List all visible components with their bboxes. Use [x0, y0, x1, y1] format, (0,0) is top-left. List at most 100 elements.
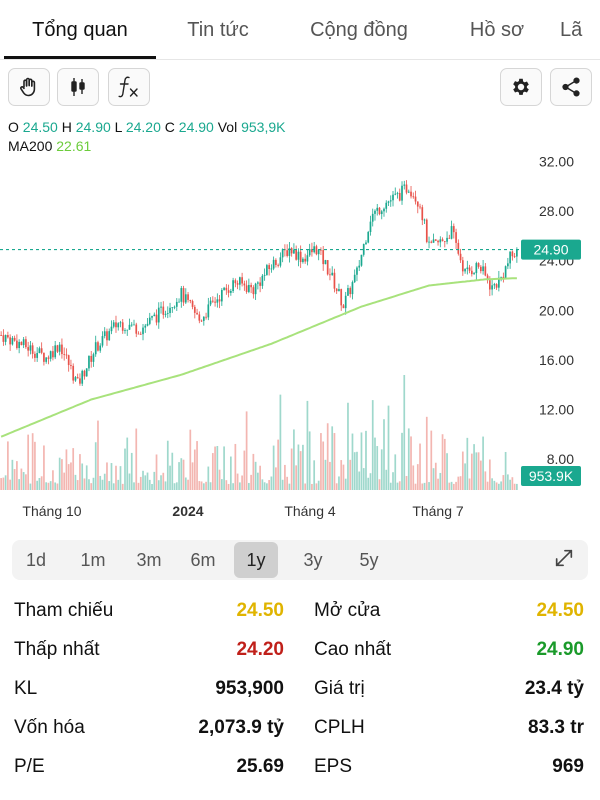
volume-bar	[162, 472, 165, 490]
current-price-label: 24.90	[533, 242, 568, 258]
volume-bar	[40, 476, 43, 490]
open-price-value: 24.50	[536, 600, 584, 621]
volume-bar	[52, 470, 54, 490]
candle-body	[187, 294, 189, 300]
range-3y[interactable]: 3y	[303, 549, 323, 570]
indicators-button[interactable]	[108, 68, 150, 106]
volume-bar	[63, 472, 66, 490]
volume-bar	[491, 478, 493, 490]
settings-button[interactable]	[500, 68, 542, 106]
volume-bar	[394, 454, 397, 490]
volume-bar	[313, 460, 316, 490]
volume-bar	[31, 433, 34, 490]
trade-value-label: Giá trị	[314, 678, 365, 699]
volume-bar	[130, 452, 133, 490]
candle-body	[85, 368, 88, 377]
volume-bar	[284, 464, 286, 490]
candle-body	[493, 284, 496, 286]
volume-bar	[45, 482, 48, 490]
volume-bar	[342, 464, 345, 490]
volume-bar	[61, 459, 63, 490]
candle-body	[425, 219, 428, 242]
range-1m[interactable]: 1m	[80, 549, 106, 570]
volume-bar	[7, 441, 9, 490]
candle-body	[432, 239, 435, 243]
pe-value: 25.69	[236, 756, 284, 777]
candle-body	[473, 273, 475, 275]
candle-body	[144, 325, 147, 328]
volume-bar	[97, 420, 99, 490]
tab-community[interactable]: Cộng đồng	[310, 18, 408, 41]
volume-bar	[329, 461, 331, 490]
range-5y[interactable]: 5y	[359, 549, 379, 570]
volume-bar	[223, 446, 225, 490]
candle-body	[117, 323, 120, 328]
volume-bar	[475, 452, 478, 490]
tab-profile[interactable]: Hồ sơ	[469, 18, 525, 41]
fullscreen-button[interactable]	[550, 546, 578, 574]
volume-bar	[4, 475, 7, 490]
candle-body	[437, 240, 439, 243]
volume-bar	[320, 433, 322, 490]
candle-body	[214, 301, 216, 303]
candle-body	[306, 255, 309, 262]
candle-body	[45, 357, 48, 362]
volume-bar	[128, 473, 131, 490]
candle-body	[277, 264, 279, 266]
candle-body	[416, 201, 419, 207]
candle-body	[428, 241, 430, 243]
volume-bar	[261, 479, 264, 490]
volume-bar	[272, 445, 275, 490]
candle-body	[275, 259, 277, 265]
candle-body	[4, 335, 7, 342]
tab-overview[interactable]: Tổng quan	[32, 18, 128, 41]
candle-body	[126, 329, 129, 331]
volume-bar	[450, 481, 453, 490]
volume-bar	[455, 481, 457, 490]
tab-more[interactable]: Lã	[560, 18, 583, 41]
volume-bar	[461, 451, 464, 490]
volume-bar	[360, 432, 363, 490]
volume-bar	[340, 460, 343, 490]
volume-bar	[335, 483, 338, 490]
volume-bar	[326, 423, 329, 490]
candle-body	[88, 355, 90, 369]
volume-bar	[396, 482, 399, 490]
range-6m[interactable]: 6m	[190, 549, 216, 570]
volume-bar	[509, 479, 511, 490]
candle-body	[133, 324, 135, 326]
volume-bar	[153, 471, 156, 490]
chart-type-button[interactable]	[57, 68, 99, 106]
candle-body	[52, 351, 54, 358]
volume-bar	[333, 433, 336, 490]
candle-body	[13, 337, 16, 341]
range-1y[interactable]: 1y	[234, 542, 278, 578]
volume-bar	[103, 473, 106, 490]
volume-badge: 953.9K	[521, 466, 581, 486]
candle-body	[317, 249, 320, 255]
hand-tool-button[interactable]	[8, 68, 50, 106]
candle-body	[293, 249, 295, 254]
volume-bar	[99, 475, 102, 490]
candle-body	[266, 265, 268, 275]
volume-bar	[374, 437, 376, 490]
volume-stat-label: KL	[14, 678, 38, 699]
candle-body	[398, 192, 401, 201]
volume-bar	[331, 426, 334, 490]
candle-body	[191, 301, 194, 307]
candle-body	[83, 370, 86, 377]
candle-body	[110, 326, 113, 332]
range-3m[interactable]: 3m	[136, 549, 162, 570]
ohlc-readout: O 24.50 H 24.90 L 24.20 C 24.90 Vol 953,…	[8, 119, 285, 135]
share-button[interactable]	[550, 68, 592, 106]
range-1d[interactable]: 1d	[25, 549, 47, 570]
volume-bar	[27, 434, 30, 490]
volume-bar	[347, 402, 349, 490]
volume-bar	[403, 375, 406, 490]
candle-body	[401, 185, 403, 201]
volume-bar	[502, 475, 505, 490]
tab-news[interactable]: Tin tức	[187, 18, 249, 41]
candle-body	[270, 268, 273, 270]
volume-bar	[421, 483, 424, 490]
